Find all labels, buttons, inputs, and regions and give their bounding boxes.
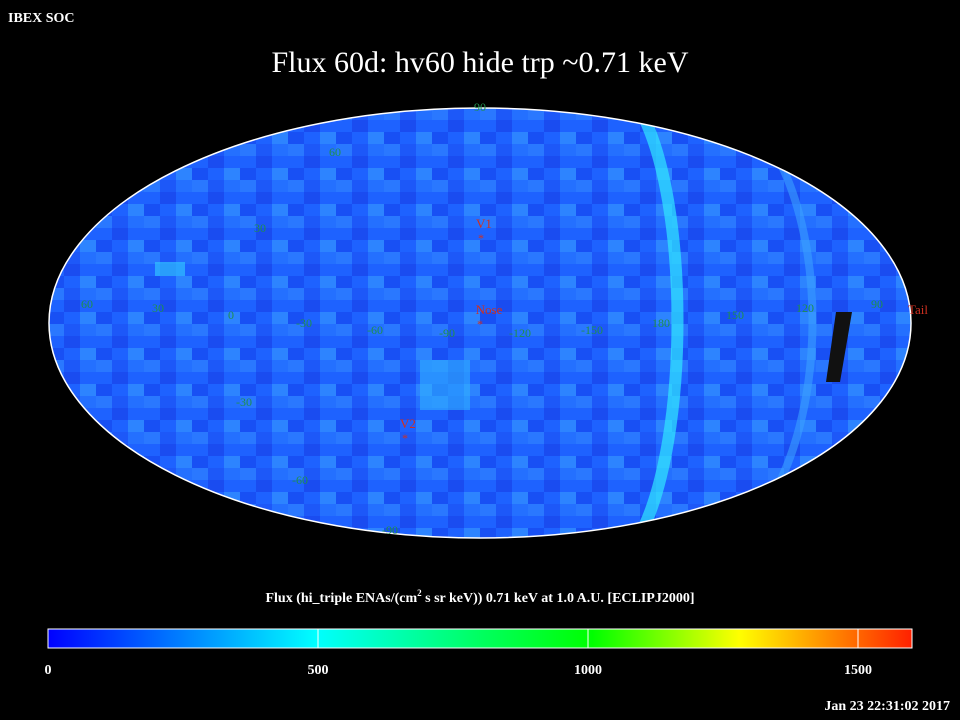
timestamp: Jan 23 22:31:02 2017 [824, 699, 950, 714]
colorbar-ticks: 0 500 1000 1500 [45, 629, 872, 678]
title: Flux 60d: hv60 hide trp ~0.71 keV [271, 46, 688, 79]
marker-label: V2 [400, 416, 416, 431]
lat-label: 30 [254, 221, 266, 235]
marker-label: Tail [908, 302, 928, 317]
colorbar-label: Flux (hi_triple ENAs/(cm2 s sr keV)) 0.7… [265, 588, 694, 606]
lon-label: -60 [367, 323, 383, 337]
svg-text:*: * [478, 231, 484, 245]
svg-text:*: * [402, 431, 408, 445]
lon-label: 150 [726, 308, 744, 322]
lon-label: -150 [581, 323, 603, 337]
colorbar-label-sup: 2 [417, 588, 422, 598]
lat-label: 60 [329, 145, 341, 159]
lon-label: 0 [228, 308, 234, 322]
sky-map [49, 108, 911, 538]
lon-label: -120 [509, 326, 531, 340]
marker-label: V1 [476, 216, 492, 231]
markers: V1 * Nose * V2 * Tail [400, 216, 928, 445]
latitude-labels: 90 60 30 -30 -60 -90 [236, 100, 486, 537]
colorbar-tick-label: 1500 [844, 663, 872, 678]
lon-label: -90 [439, 326, 455, 340]
lat-label: -30 [236, 395, 252, 409]
lon-label: -30 [296, 316, 312, 330]
lat-label: -60 [292, 473, 308, 487]
colorbar-tick-label: 1000 [574, 663, 602, 678]
lon-label: 180 [652, 316, 670, 330]
colorbar-tick-label: 0 [45, 663, 52, 678]
colorbar [47, 628, 913, 649]
colorbar-label-text: Flux (hi_triple ENAs/(cm [265, 591, 417, 606]
longitude-labels: 60 30 0 -30 -60 -90 -120 -150 180 150 12… [81, 297, 883, 340]
lat-label: -90 [382, 523, 398, 537]
lat-label: 90 [474, 100, 486, 114]
lon-label: 30 [152, 301, 164, 315]
colorbar-label-text: s sr keV)) 0.71 keV at 1.0 A.U. [ECLIPJ2… [422, 591, 695, 606]
lon-label: 120 [796, 301, 814, 315]
svg-text:*: * [477, 317, 483, 331]
marker-label: Nose [476, 302, 503, 317]
lon-label: 90 [871, 297, 883, 311]
colorbar-tick-label: 500 [308, 663, 329, 678]
lon-label: 60 [81, 297, 93, 311]
source-label: IBEX SOC [8, 11, 75, 26]
